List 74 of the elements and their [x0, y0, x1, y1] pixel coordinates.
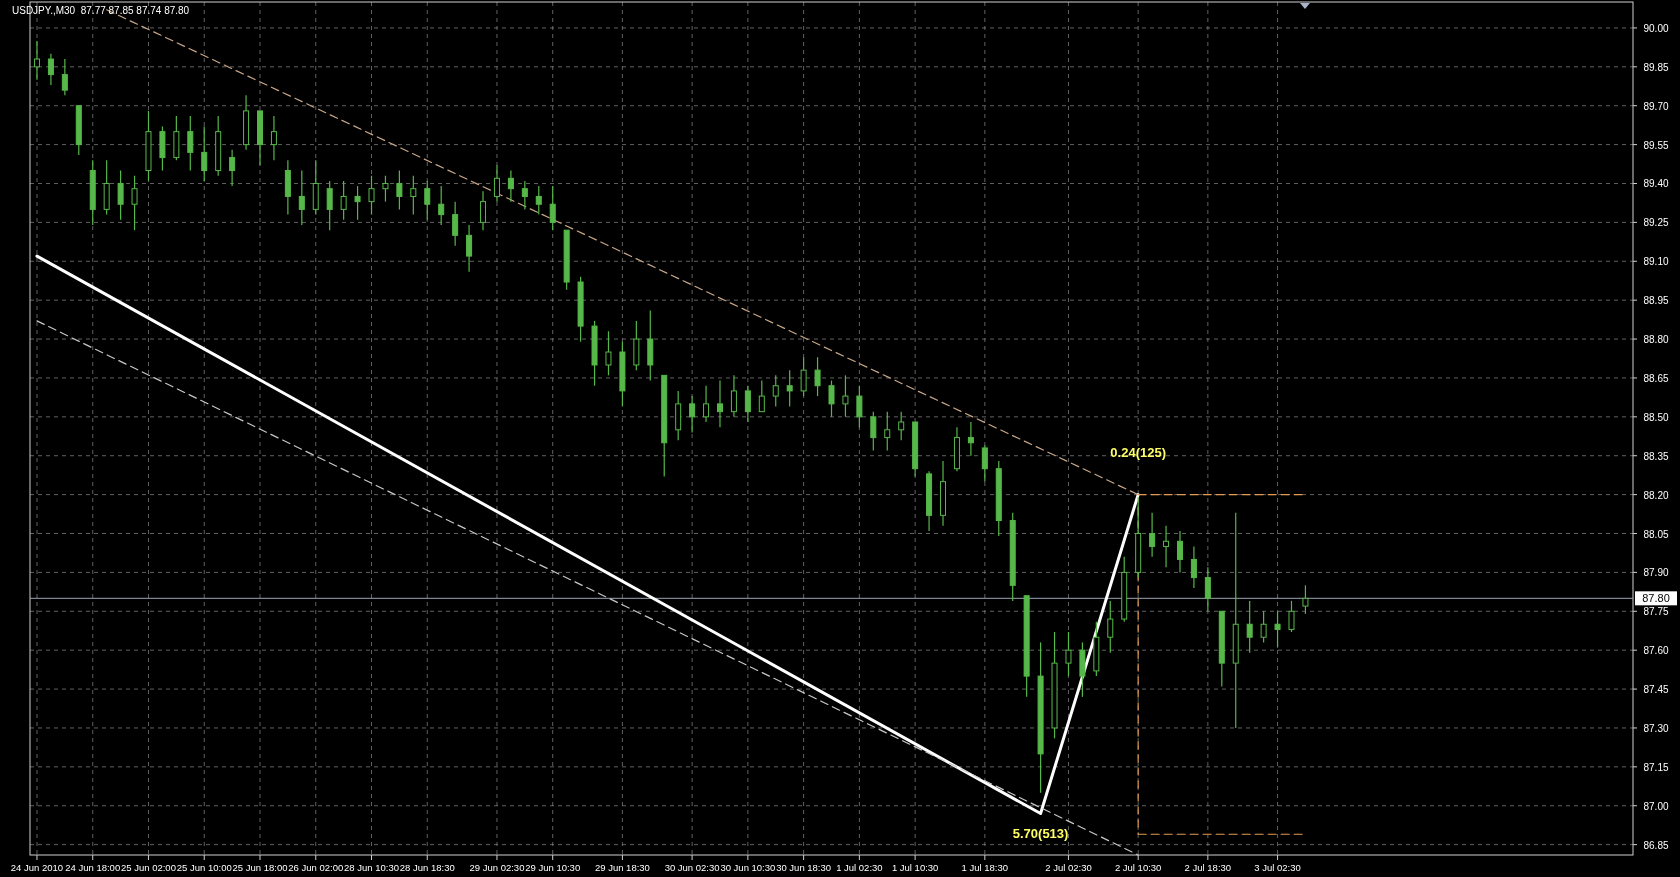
candlestick: [452, 201, 459, 247]
candlestick: [284, 159, 291, 216]
ref-line-label: 87.80: [1642, 592, 1670, 605]
x-tick-label: 24 Jun 2010: [10, 862, 64, 873]
candlestick: [926, 470, 933, 532]
x-tick-label: 25 Jun 02:00: [121, 862, 176, 873]
candlestick: [1190, 545, 1197, 589]
y-tick-label: 90.00: [1643, 22, 1669, 34]
candlestick: [689, 395, 696, 433]
candlestick: [1149, 512, 1156, 558]
candlestick: [507, 169, 514, 203]
x-tick-label: 2 Jul 18:30: [1184, 862, 1232, 873]
y-tick-label: 86.85: [1643, 839, 1669, 851]
candlestick: [480, 190, 487, 231]
x-tick-label: 24 Jun 18:00: [65, 862, 121, 873]
y-tick-label: 87.45: [1643, 684, 1669, 696]
y-tick-label: 88.50: [1643, 411, 1669, 423]
x-tick-label: 1 Jul 02:30: [836, 862, 883, 873]
x-tick-label: 29 Jun 10:30: [525, 862, 581, 873]
y-tick-label: 87.00: [1643, 800, 1669, 812]
candlestick: [703, 385, 710, 423]
x-tick-label: 30 Jun 02:30: [664, 862, 720, 873]
y-tick-label: 87.75: [1643, 606, 1669, 618]
y-tick-label: 88.95: [1643, 295, 1669, 307]
x-tick-label: 28 Jun 18:30: [399, 862, 455, 873]
candlestick: [270, 115, 277, 161]
candlestick: [229, 149, 236, 187]
x-tick-label: 26 Jun 02:00: [288, 862, 344, 873]
x-tick-label: 30 Jun 18:30: [776, 862, 832, 873]
x-tick-label: 29 Jun 02:30: [469, 862, 525, 873]
y-tick-label: 89.25: [1643, 217, 1669, 229]
y-tick-label: 89.85: [1643, 61, 1669, 73]
y-tick-label: 87.30: [1643, 722, 1669, 734]
y-tick-label: 88.80: [1643, 334, 1669, 346]
candlestick: [47, 53, 54, 86]
candlestick: [466, 224, 473, 273]
y-tick-label: 89.10: [1643, 256, 1669, 268]
chart-title: USDJPY.,M30 87.77 87.85 87.74 87.80: [12, 5, 190, 16]
candlestick: [730, 374, 737, 418]
x-tick-label: 2 Jul 10:30: [1114, 862, 1162, 873]
x-tick-label: 25 Jun 18:00: [232, 862, 288, 873]
candlestick: [243, 94, 250, 151]
x-tick-label: 29 Jun 18:30: [594, 862, 650, 873]
x-tick-label: 28 Jun 10:30: [344, 862, 399, 873]
x-tick-label: 1 Jul 10:30: [891, 862, 939, 873]
y-tick-label: 89.70: [1643, 100, 1669, 112]
y-tick-label: 87.15: [1643, 761, 1669, 773]
candlestick: [1163, 525, 1170, 568]
candlestick: [1176, 530, 1183, 573]
candlestick: [716, 379, 723, 428]
candlestick: [493, 164, 500, 203]
y-tick-label: 88.35: [1643, 450, 1669, 462]
x-tick-label: 2 Jul 02:30: [1045, 862, 1092, 873]
candlestick: [953, 426, 960, 472]
annotation: 5.70(513): [1012, 825, 1069, 841]
y-tick-label: 88.05: [1643, 528, 1669, 540]
x-tick-label: 25 Jun 10:00: [176, 862, 232, 873]
x-tick-label: 1 Jul 18:30: [961, 862, 1009, 873]
y-tick-label: 88.20: [1643, 489, 1669, 501]
candlestick: [744, 385, 751, 423]
candlestick: [940, 460, 947, 527]
y-tick-label: 87.60: [1643, 645, 1669, 657]
x-tick-label: 30 Jun 10:30: [720, 862, 776, 873]
x-tick-label: 3 Jul 02:30: [1254, 862, 1301, 873]
y-tick-label: 89.40: [1643, 178, 1669, 190]
candlestick: [967, 421, 974, 457]
candlestick: [1204, 566, 1211, 612]
candlestick: [1232, 512, 1239, 729]
candlestick: [1037, 641, 1044, 794]
y-tick-label: 89.55: [1643, 139, 1669, 151]
annotation: 0.24(125): [1110, 444, 1166, 460]
y-tick-label: 88.65: [1643, 372, 1669, 384]
candlestick: [33, 40, 40, 81]
y-tick-label: 87.90: [1643, 567, 1669, 579]
